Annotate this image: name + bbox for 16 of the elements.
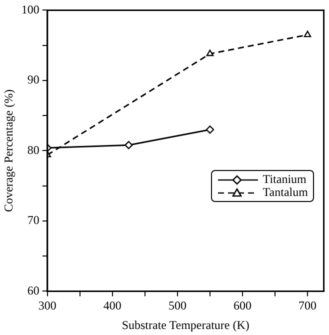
legend-label: Titanium (262, 172, 306, 186)
point (206, 126, 214, 134)
point (124, 140, 133, 150)
y-tick-label: 90 (27, 72, 40, 87)
x-tick-label: 300 (38, 298, 56, 313)
x-tick-label: 400 (103, 298, 122, 313)
x-tick-label: 500 (168, 298, 186, 313)
y-tick-label: 70 (27, 213, 40, 228)
legend-label: Tantalum (262, 185, 308, 200)
y-axis-title: Coverage Percentage (%) (1, 89, 16, 212)
x-axis-title: Substrate Temperature (K) (122, 318, 250, 332)
y-tick-label: 100 (21, 2, 40, 16)
x-tick-label: 600 (234, 298, 252, 313)
x-tick-label: 700 (298, 298, 317, 313)
y-tick-label: 80 (27, 142, 40, 157)
y-tick-label: 60 (27, 283, 40, 298)
